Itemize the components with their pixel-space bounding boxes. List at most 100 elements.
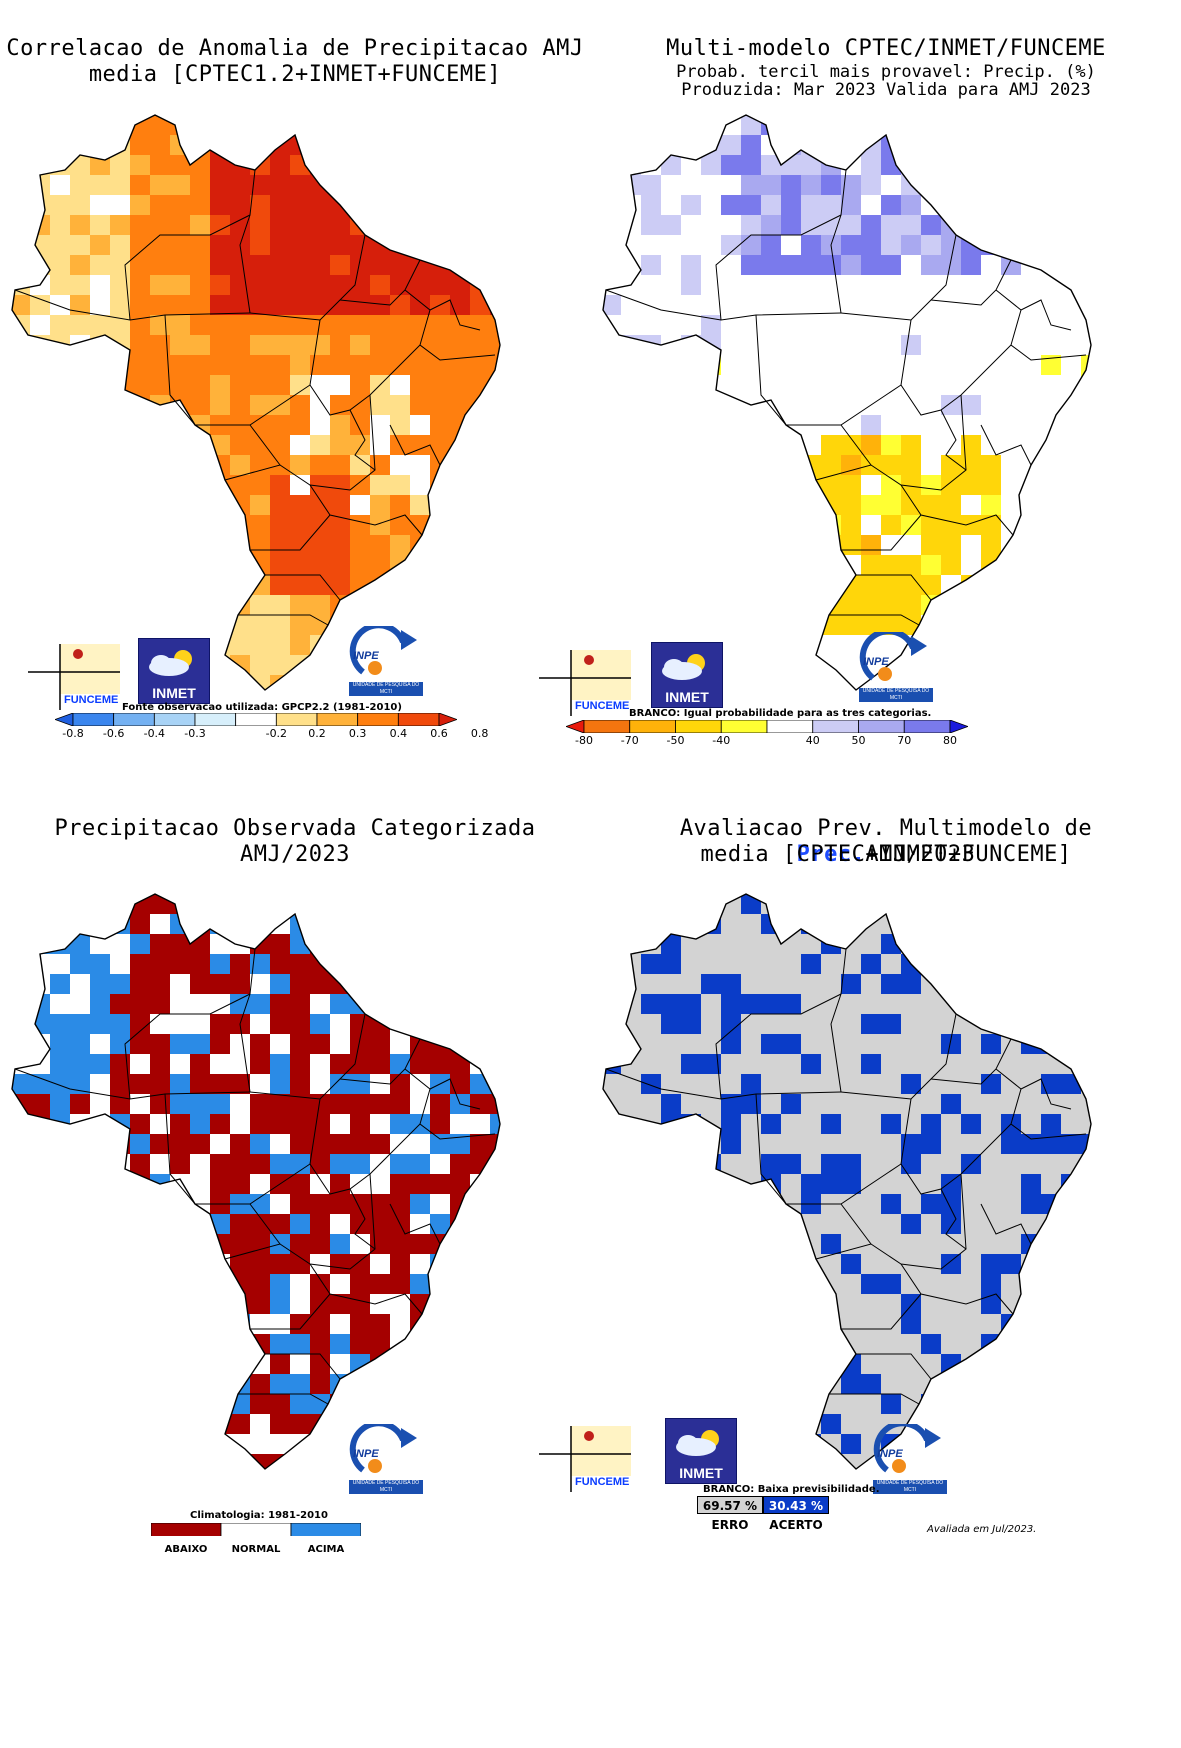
- grid-cell: [350, 1274, 370, 1294]
- grid-cell: [110, 215, 130, 235]
- grid-cell: [90, 495, 110, 515]
- grid-cell: [1081, 874, 1101, 894]
- grid-cell: [330, 535, 350, 555]
- grid-cell: [801, 1134, 821, 1154]
- grid-cell: [781, 1394, 801, 1414]
- grid-cell: [961, 395, 981, 415]
- grid-cell: [12, 1074, 30, 1094]
- grid-cell: [981, 1174, 1001, 1194]
- grid-cell: [841, 495, 861, 515]
- grid-cell: [881, 1194, 901, 1214]
- grid-cell: [170, 1414, 190, 1434]
- grid-cell: [230, 1174, 250, 1194]
- grid-cell: [370, 355, 390, 375]
- grid-cell: [490, 675, 500, 690]
- grid-cell: [781, 1254, 801, 1274]
- state-border: [309, 1098, 371, 1195]
- grid-cell: [150, 195, 170, 215]
- grid-cell: [330, 455, 350, 475]
- grid-cell: [721, 1234, 741, 1254]
- grid-cell: [90, 295, 110, 315]
- grid-cell: [290, 954, 310, 974]
- grid-cell: [921, 1054, 941, 1074]
- state-border: [930, 259, 1012, 306]
- grid-cell: [881, 555, 901, 575]
- grid-cell: [861, 435, 881, 455]
- grid-cell: [841, 874, 861, 894]
- grid-cell: [1041, 934, 1061, 954]
- grid-cell: [170, 95, 190, 115]
- grid-cell: [130, 874, 150, 894]
- grid-cell: [390, 95, 410, 115]
- colorbar-tick-label: -0.3: [184, 727, 206, 740]
- grid-cell: [1061, 1094, 1081, 1114]
- grid-cell: [190, 1374, 210, 1394]
- grid-cell: [30, 974, 50, 994]
- grid-cell: [1001, 994, 1021, 1014]
- grid-cell: [370, 535, 390, 555]
- grid-cell: [721, 1094, 741, 1114]
- grid-cell: [661, 954, 681, 974]
- grid-cell: [230, 475, 250, 495]
- grid-cell: [821, 255, 841, 275]
- grid-cell: [961, 974, 981, 994]
- grid-cell: [1061, 1434, 1081, 1454]
- grid-cell: [741, 1354, 761, 1374]
- grid-cell: [50, 974, 70, 994]
- grid-cell: [490, 1354, 500, 1374]
- grid-cell: [1081, 994, 1091, 1014]
- grid-cell: [130, 934, 150, 954]
- grid-cell: [210, 115, 230, 135]
- grid-cell: [230, 1074, 250, 1094]
- colorbar-swatch: [858, 720, 905, 733]
- grid-cell: [130, 235, 150, 255]
- grid-cell: [1041, 1154, 1061, 1174]
- grid-cell: [901, 335, 921, 355]
- grid-cell: [90, 1134, 110, 1154]
- grid-cell: [1081, 355, 1091, 375]
- grid-cell: [470, 615, 490, 635]
- grid-cell: [350, 595, 370, 615]
- grid-cell: [603, 335, 621, 355]
- grid-cell: [370, 435, 390, 455]
- grid-cell: [821, 1154, 841, 1174]
- grid-cell: [861, 475, 881, 495]
- grid-cell: [210, 555, 230, 575]
- grid-cell: [701, 1174, 721, 1194]
- grid-cell: [1041, 1294, 1061, 1314]
- grid-cell: [861, 1254, 881, 1274]
- grid-cell: [861, 615, 881, 635]
- grid-cell: [470, 1254, 490, 1274]
- grid-cell: [350, 435, 370, 455]
- grid-cell: [50, 615, 70, 635]
- grid-cell: [450, 95, 470, 115]
- grid-cell: [921, 155, 941, 175]
- grid-cell: [490, 155, 500, 175]
- grid-cell: [881, 934, 901, 954]
- grid-cell: [290, 215, 310, 235]
- grid-cell: [110, 275, 130, 295]
- grid-cell: [841, 135, 861, 155]
- grid-cell: [150, 515, 170, 535]
- grid-cell: [70, 1294, 90, 1314]
- grid-cell: [250, 495, 270, 515]
- grid-cell: [30, 195, 50, 215]
- grid-cell: [390, 495, 410, 515]
- grid-cell: [12, 435, 30, 455]
- grid-cell: [30, 1234, 50, 1254]
- grid-cell: [150, 1154, 170, 1174]
- grid-cell: [290, 1414, 310, 1434]
- grid-cell: [981, 1274, 1001, 1294]
- grid-cell: [370, 135, 390, 155]
- grid-cell: [621, 1294, 641, 1314]
- grid-cell: [941, 555, 961, 575]
- grid-cell: [1001, 914, 1021, 934]
- grid-cell: [681, 195, 701, 215]
- state-border: [389, 424, 441, 466]
- grid-cell: [430, 655, 450, 675]
- grid-cell: [190, 1454, 210, 1469]
- grid-cell: [90, 1274, 110, 1294]
- grid-cell: [781, 954, 801, 974]
- grid-cell: [190, 455, 210, 475]
- grid-cell: [12, 974, 30, 994]
